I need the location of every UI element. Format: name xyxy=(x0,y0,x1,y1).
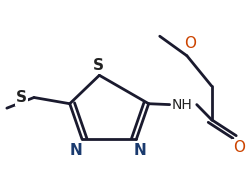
Text: O: O xyxy=(233,140,245,155)
Text: NH: NH xyxy=(172,98,192,112)
Text: S: S xyxy=(93,58,104,73)
Text: N: N xyxy=(69,143,82,158)
Text: O: O xyxy=(185,36,197,51)
Text: N: N xyxy=(134,143,146,158)
Text: S: S xyxy=(16,90,27,105)
